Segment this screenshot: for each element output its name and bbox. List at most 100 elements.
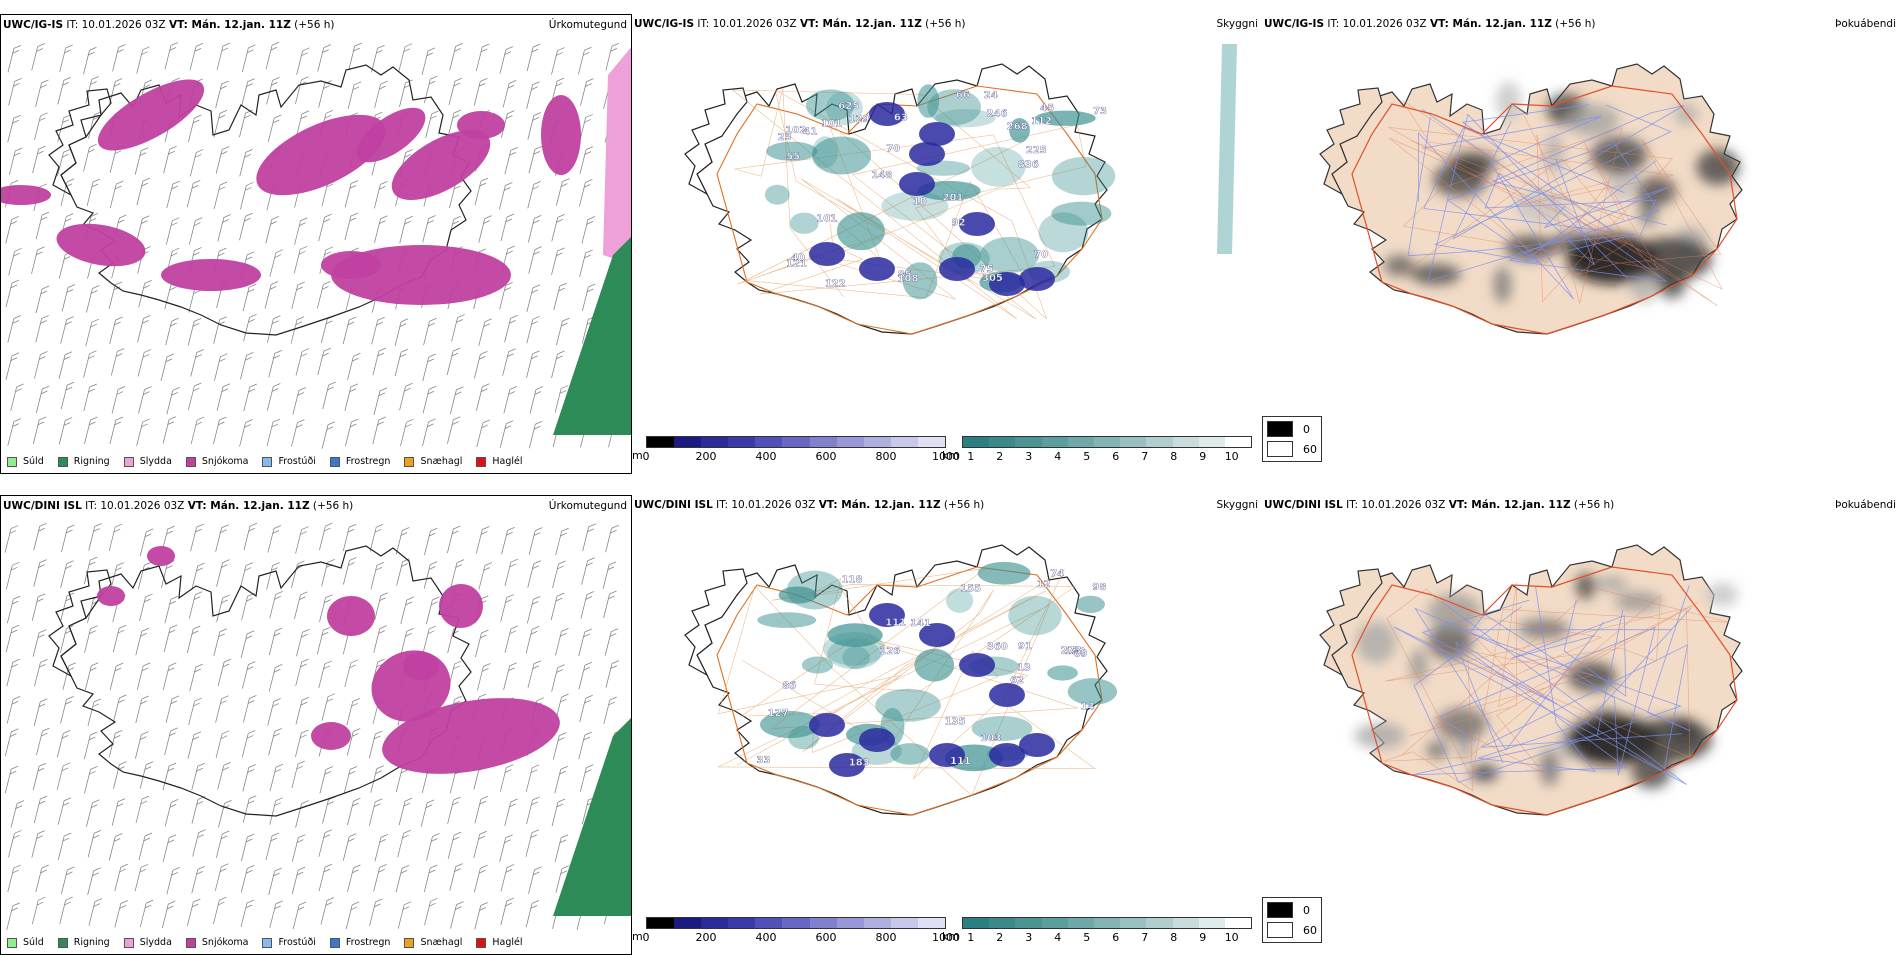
model-name: UWC/IG-IS [3, 19, 64, 31]
cloud-base-value: 13 [1017, 663, 1031, 674]
colorbar-tick: 8 [1170, 450, 1178, 463]
cloud-base-labels: 625 225 305 23 112 121 70 10 246 268 40 24 101 55 85 20… [778, 90, 1108, 290]
cloud-base-value: 66 [956, 90, 970, 101]
visibility-map: 625 225 305 23 112 121 70 10 246 268 40 24 101 55 85 20… [684, 44, 1237, 335]
issue-time: 10.01.2026 03Z [1361, 499, 1449, 511]
colorbar-tick: 2 [996, 450, 1004, 463]
cloud-base-value: 112 [1031, 116, 1052, 127]
colorbar-tick: 600 [815, 931, 837, 944]
visibility-colorbar: km 1 2 3 4 5 6 7 8 9 10 [942, 436, 1252, 466]
precip-type-panel: UWC/DINI ISL IT: 10.01.2026 03Z VT: Mán.… [0, 495, 632, 955]
valid-time: Mán. 12.jan. 11Z [1452, 18, 1552, 30]
visibility-colorbar: km 1 2 3 4 5 6 7 8 9 10 [942, 917, 1252, 947]
legend-label: Haglél [492, 937, 523, 948]
legend-swatch [262, 456, 273, 467]
cloud-base-areas [809, 603, 1055, 777]
cloud-base-colorbar: m 0 200 400 600 800 1000 [632, 917, 960, 947]
colorbar-tick: 3 [1025, 450, 1033, 463]
issue-time: 10.01.2026 03Z [100, 500, 188, 512]
legend-item: Rigning [57, 456, 110, 467]
roads [1351, 566, 1738, 816]
cloud-base-value: 129 [849, 114, 870, 125]
legend-swatch [57, 937, 68, 948]
model-name: UWC/DINI ISL [634, 499, 713, 511]
legend-item: Haglél [476, 937, 523, 948]
legend-item: Frostúði [262, 937, 316, 948]
legend-label: Súld [23, 456, 44, 467]
legend-label: Slydda [139, 456, 172, 467]
legend-item: Frostúði [262, 456, 316, 467]
fog-legend-swatch [1267, 922, 1293, 938]
legend-item: Rigning [57, 937, 110, 948]
cloud-base-value: 86 [782, 681, 796, 692]
cloud-base-value: 73 [1093, 106, 1107, 117]
cloud-base-value: 121 [786, 258, 807, 269]
colorbar-tick: 0 [642, 450, 650, 463]
legend-swatch [57, 456, 68, 467]
legend-swatch [404, 937, 415, 948]
cloud-base-value: 360 [987, 641, 1008, 652]
cloud-base-value: 108 [898, 274, 919, 285]
legend-item: Slydda [123, 456, 172, 467]
colorbar-tick: 4 [1054, 450, 1062, 463]
colorbar-tick: 9 [1199, 450, 1207, 463]
colorbar-tick: 5 [1083, 931, 1091, 944]
colorbar-tick: 400 [755, 450, 777, 463]
colorbar-tick: 600 [815, 450, 837, 463]
legend-swatch [262, 937, 273, 948]
issue-time: 10.01.2026 03Z [1342, 18, 1430, 30]
cloud-base-value: 85 [898, 270, 912, 281]
fog-legend-item: 0 [1267, 421, 1317, 437]
legend-item: Súld [7, 937, 44, 948]
vt-label: VT: [1429, 18, 1453, 30]
colorbar-unit: km [942, 449, 960, 462]
panel-title: UWC/IG-IS IT: 10.01.2026 03Z VT: Mán. 12… [1264, 18, 1596, 30]
valid-time: Mán. 12.jan. 11Z [191, 19, 291, 31]
issue-time: 10.01.2026 03Z [81, 19, 169, 31]
model-name: UWC/DINI ISL [3, 500, 82, 512]
legend-item: Snæhagl [404, 456, 462, 467]
fog-index-field [1383, 81, 1740, 304]
fog-legend-value: 0 [1303, 903, 1310, 917]
lead-time: (+56 h) [921, 18, 966, 30]
cloud-base-value: 101 [821, 119, 842, 130]
legend-item: Snjókoma [185, 937, 249, 948]
legend-label: Snæhagl [420, 937, 463, 948]
legend-item: Slydda [123, 937, 172, 948]
colorbar-tick: 800 [875, 450, 897, 463]
colorbar-tick: 800 [875, 931, 897, 944]
legend-label: Slydda [139, 937, 172, 948]
fog-legend: 0 60 [1262, 416, 1322, 462]
cloud-base-value: 45 [1040, 103, 1054, 114]
colorbar-tick: 2 [996, 931, 1004, 944]
cloud-base-value: 118 [842, 575, 863, 586]
panel-title: UWC/DINI ISL IT: 10.01.2026 03Z VT: Mán.… [634, 499, 984, 511]
visibility-streak [1217, 44, 1237, 254]
fog-legend-item: 0 [1267, 902, 1317, 918]
legend-label: Rigning [73, 937, 110, 948]
colorbar-tick: 5 [1083, 450, 1091, 463]
legend-label: Rigning [73, 456, 110, 467]
rain-area [553, 718, 631, 916]
visibility-map: 141 91 111 62 12 33 360 98 192 155 135 183 74 69 111 13… [684, 544, 1118, 816]
lead-time: (+56 h) [1570, 499, 1615, 511]
fog-legend-swatch [1267, 441, 1293, 457]
cloud-base-value: 111 [950, 756, 971, 767]
cloud-base-value: 122 [825, 278, 846, 289]
variable-name: Þokuábendi [1835, 499, 1896, 511]
legend-label: Snjókoma [201, 937, 249, 948]
colorbar-tick: 400 [755, 931, 777, 944]
precip-map [1, 41, 631, 449]
cloud-base-value: 246 [987, 108, 1008, 119]
cloud-base-value: 41 [803, 127, 817, 138]
legend-swatch [123, 456, 134, 467]
legend-label: Súld [23, 937, 44, 948]
panel-title: UWC/DINI ISL IT: 10.01.2026 03Z VT: Mán.… [1264, 499, 1614, 511]
fog-legend: 0 60 [1262, 897, 1322, 943]
fog-legend-item: 60 [1267, 441, 1317, 457]
rain-area [553, 237, 631, 435]
sleet-area [603, 47, 631, 265]
colorbar-tick: 1 [967, 450, 975, 463]
cloud-base-value: 55 [786, 152, 800, 163]
visibility-panel: UWC/IG-IS IT: 10.01.2026 03Z VT: Mán. 12… [632, 14, 1262, 474]
